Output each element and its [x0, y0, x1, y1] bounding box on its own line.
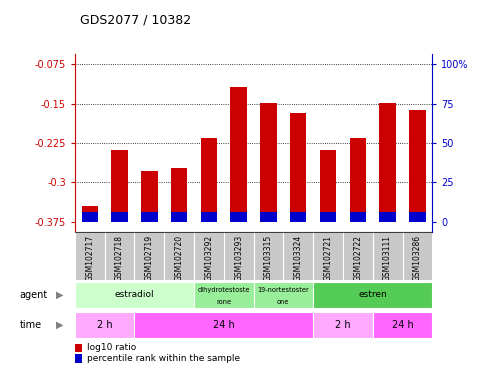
Bar — [409, 110, 426, 222]
Bar — [373, 313, 432, 338]
Text: GSM103286: GSM103286 — [413, 235, 422, 281]
Bar — [290, 113, 306, 222]
Text: estradiol: estradiol — [114, 290, 154, 299]
Bar — [409, 212, 426, 222]
Text: time: time — [19, 320, 42, 330]
Bar — [82, 212, 98, 222]
Bar — [350, 138, 366, 222]
Bar — [201, 212, 217, 222]
Bar — [380, 212, 396, 222]
Text: 2 h: 2 h — [335, 320, 351, 331]
Text: estren: estren — [358, 290, 387, 299]
Bar — [141, 212, 157, 222]
Bar — [194, 282, 254, 308]
Text: GSM102722: GSM102722 — [354, 235, 362, 281]
Bar — [230, 212, 247, 222]
Bar — [201, 138, 217, 222]
Bar — [230, 87, 247, 222]
Bar — [75, 313, 134, 338]
Text: percentile rank within the sample: percentile rank within the sample — [87, 354, 240, 363]
Text: GSM103111: GSM103111 — [383, 235, 392, 281]
Text: GSM103292: GSM103292 — [204, 235, 213, 281]
Bar — [82, 206, 98, 222]
Text: agent: agent — [19, 290, 47, 300]
Bar — [254, 282, 313, 308]
Bar — [75, 282, 194, 308]
Text: dihydrotestoste: dihydrotestoste — [198, 287, 250, 293]
Bar — [320, 150, 336, 222]
Text: log10 ratio: log10 ratio — [87, 343, 136, 353]
Bar — [290, 212, 306, 222]
Text: GSM102721: GSM102721 — [324, 235, 332, 281]
Text: one: one — [277, 299, 290, 305]
Text: GSM102717: GSM102717 — [85, 235, 94, 281]
Bar — [260, 103, 277, 222]
Text: 24 h: 24 h — [392, 320, 413, 331]
Bar — [313, 313, 373, 338]
Bar — [320, 212, 336, 222]
Text: 24 h: 24 h — [213, 320, 235, 331]
Text: rone: rone — [216, 299, 231, 305]
Bar — [112, 150, 128, 222]
Bar — [260, 212, 277, 222]
Bar — [112, 212, 128, 222]
Bar — [171, 212, 187, 222]
Bar — [171, 168, 187, 222]
Text: 2 h: 2 h — [97, 320, 113, 331]
Bar — [141, 171, 157, 222]
Text: GSM102718: GSM102718 — [115, 235, 124, 281]
Text: GSM102720: GSM102720 — [175, 235, 184, 281]
Bar — [380, 103, 396, 222]
Bar — [350, 212, 366, 222]
Text: GSM103293: GSM103293 — [234, 235, 243, 281]
Text: ▶: ▶ — [56, 320, 63, 330]
Bar — [313, 282, 432, 308]
Text: GSM103324: GSM103324 — [294, 235, 303, 281]
Bar — [134, 313, 313, 338]
Text: GSM102719: GSM102719 — [145, 235, 154, 281]
Text: GSM103315: GSM103315 — [264, 235, 273, 281]
Text: 19-nortestoster: 19-nortestoster — [257, 287, 309, 293]
Text: GDS2077 / 10382: GDS2077 / 10382 — [80, 13, 191, 26]
Text: ▶: ▶ — [56, 290, 63, 300]
